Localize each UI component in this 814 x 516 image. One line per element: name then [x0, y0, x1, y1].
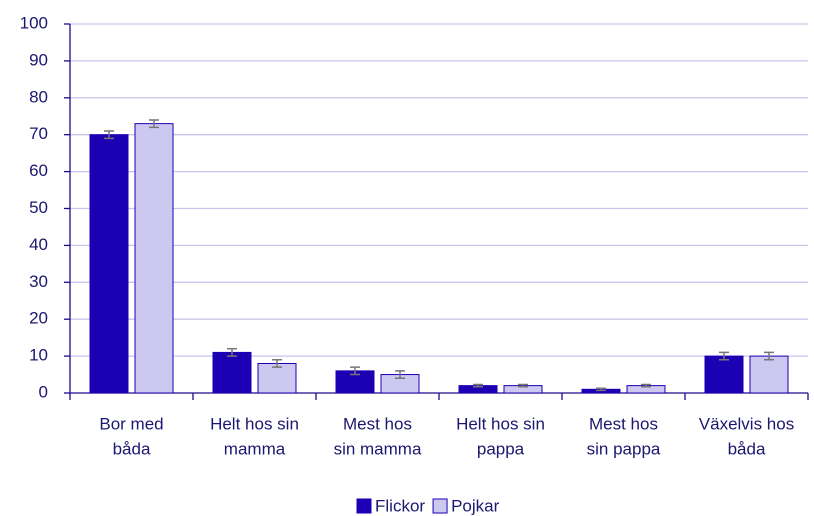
bar: [212, 351, 252, 394]
y-tick-label: 80: [29, 87, 48, 106]
x-tick-label: Bor med: [99, 414, 163, 433]
bar: [134, 123, 174, 394]
error-bar: [719, 351, 729, 361]
bar: [89, 134, 129, 394]
error-bar: [641, 383, 651, 388]
x-tick-label: Växelvis hos: [699, 414, 794, 433]
error-bar: [227, 347, 237, 357]
x-tick-label: båda: [728, 439, 766, 458]
y-tick-label: 100: [20, 13, 48, 32]
x-tick-label: pappa: [477, 439, 525, 458]
x-tick-label: Mest hos: [589, 414, 658, 433]
error-bar: [473, 383, 483, 388]
y-tick-label: 90: [29, 50, 48, 69]
y-tick-label: 10: [29, 346, 48, 365]
bar: [749, 355, 789, 394]
legend-label: Flickor: [375, 496, 425, 515]
error-bar: [104, 130, 114, 140]
y-tick-label: 60: [29, 161, 48, 180]
x-tick-label: sin pappa: [587, 439, 661, 458]
y-tick-label: 20: [29, 309, 48, 328]
y-tick-label: 50: [29, 198, 48, 217]
error-bar: [350, 366, 360, 376]
bar: [704, 355, 744, 394]
error-bar: [395, 370, 405, 379]
y-tick-label: 70: [29, 124, 48, 143]
error-bar: [596, 387, 606, 392]
y-tick-label: 0: [39, 382, 48, 401]
legend-label: Pojkar: [451, 496, 500, 515]
y-tick-label: 40: [29, 235, 48, 254]
x-tick-label: mamma: [224, 439, 286, 458]
error-bar: [149, 119, 159, 129]
legend-swatch: [432, 498, 448, 514]
x-tick-label: Mest hos: [343, 414, 412, 433]
error-bar: [272, 359, 282, 368]
legend-swatch: [356, 498, 372, 514]
x-tick-label: sin mamma: [334, 439, 422, 458]
error-bar: [518, 383, 528, 388]
x-tick-label: Helt hos sin: [456, 414, 545, 433]
y-tick-label: 30: [29, 272, 48, 291]
error-bar: [764, 351, 774, 361]
x-tick-label: båda: [113, 439, 151, 458]
x-tick-label: Helt hos sin: [210, 414, 299, 433]
bar: [257, 362, 297, 394]
